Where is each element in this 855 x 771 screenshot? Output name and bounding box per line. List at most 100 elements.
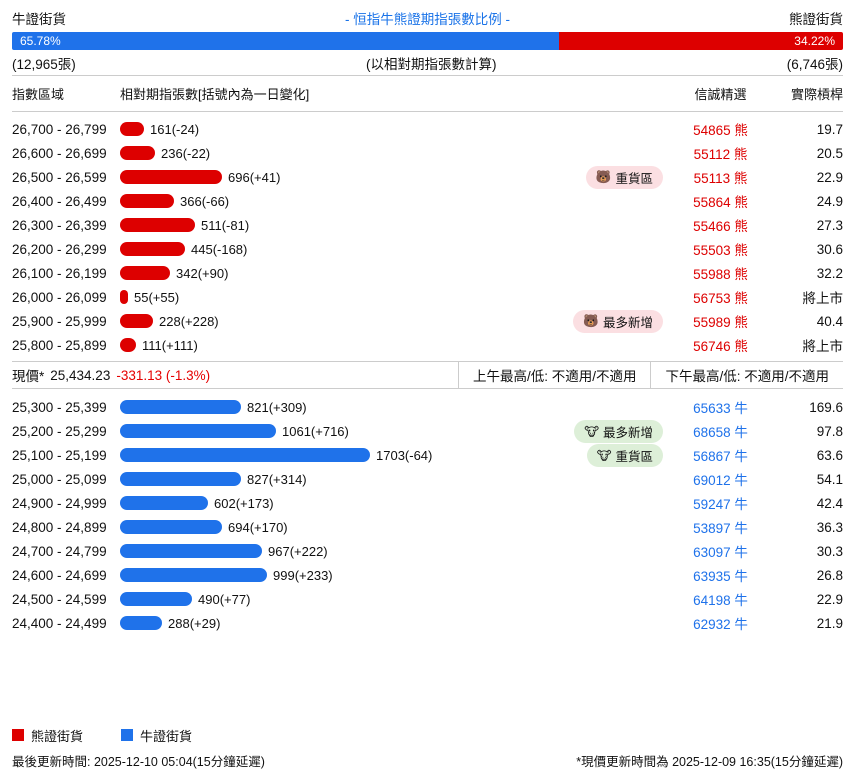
current-price-change: -331.13 (-1.3%) [116,367,211,383]
bar-cell: 366(-66) [120,194,673,209]
warrant-code-link[interactable]: 53897 牛 [693,521,748,536]
warrant-code-link[interactable]: 56867 牛 [693,449,748,464]
table-row: 25,800 - 25,899 111(+111) 56746 熊 將上市 [12,333,843,357]
highlight-badge: 🐮 最多新增 [574,419,663,443]
badge-label: 重貨區 [615,449,653,464]
warrant-code-link[interactable]: 63097 牛 [693,545,748,560]
leverage-value: 54.1 [816,471,843,487]
bar-cell: 55(+55) [120,290,673,305]
badge-label: 重貨區 [615,171,653,186]
warrant-code-link[interactable]: 62932 牛 [693,617,748,632]
warrant-code-link[interactable]: 55112 熊 [693,147,748,162]
leverage-value: 30.6 [816,241,843,257]
bar-value-label: 827(+314) [247,471,307,487]
bar-cell: 967(+222) [120,544,673,559]
bear-legend-label: 熊證街貨 [31,728,84,744]
volume-bar [120,122,144,136]
table-row: 26,600 - 26,699 236(-22) 55112 熊 20.5 [12,141,843,165]
table-row: 24,900 - 24,999 602(+173) 59247 牛 42.4 [12,491,843,515]
table-row: 24,700 - 24,799 967(+222) 63097 牛 30.3 [12,539,843,563]
table-row: 25,300 - 25,399 821(+309) 65633 牛 169.6 [12,395,843,419]
leverage-value: 24.9 [816,193,843,209]
table-row: 25,100 - 25,199 1703(-64) 🐮 重貨區 56867 牛 63.6 [12,443,843,467]
bar-value-label: 490(+77) [198,591,251,607]
bar-value-label: 1061(+716) [282,423,349,439]
leverage-value: 21.9 [816,615,843,631]
totals-row: (12,965張) (以相對期指張數計算) (6,746張) [12,50,843,76]
warrant-code-link[interactable]: 55989 熊 [693,315,748,330]
index-range-label: 26,100 - 26,199 [12,265,107,281]
bar-value-label: 342(+90) [176,265,229,281]
warrant-code-link[interactable]: 68658 牛 [693,425,748,440]
index-range-label: 25,900 - 25,999 [12,313,107,329]
pm-high-low: 下午最高/低: 不適用/不適用 [650,362,843,388]
warrant-code-link[interactable]: 64198 牛 [693,593,748,608]
table-header: 指數區域 相對期指張數[括號內為一日變化] 信誠精選 實際槓桿 [12,76,843,112]
bar-value-label: 161(-24) [150,121,200,137]
highlight-badge: 🐻 重貨區 [585,165,663,189]
index-range-label: 26,700 - 26,799 [12,121,107,137]
col-issuer-pick: 信誠精選 [694,87,747,102]
warrant-code-link[interactable]: 65633 牛 [693,401,748,416]
leverage-value: 將上市 [802,291,844,306]
volume-bar [120,400,241,414]
bar-value-label: 967(+222) [268,543,328,559]
warrant-code-link[interactable]: 56753 熊 [693,291,748,306]
index-range-label: 25,800 - 25,899 [12,337,107,353]
volume-bar [120,194,174,208]
index-range-label: 24,900 - 24,999 [12,495,107,511]
warrant-code-link[interactable]: 55113 熊 [693,171,748,186]
bar-cell: 228(+228) 🐻 最多新增 [120,309,673,333]
bar-cell: 445(-168) [120,242,673,257]
current-price-label: 現價* [12,369,45,384]
bull-rows: 25,300 - 25,399 821(+309) 65633 牛 169.6 25,2… [12,389,843,635]
volume-bar [120,448,370,462]
warrant-code-link[interactable]: 69012 牛 [693,473,748,488]
leverage-value: 20.5 [816,145,843,161]
bar-value-label: 228(+228) [159,313,219,329]
bar-cell: 111(+111) [120,338,673,353]
bar-cell: 161(-24) [120,122,673,137]
index-range-label: 25,200 - 25,299 [12,423,107,439]
warrant-code-link[interactable]: 54865 熊 [693,123,748,138]
index-range-label: 24,700 - 24,799 [12,543,107,559]
table-row: 24,600 - 24,699 999(+233) 63935 牛 26.8 [12,563,843,587]
index-range-label: 24,400 - 24,499 [12,615,107,631]
warrant-code-link[interactable]: 59247 牛 [693,497,748,512]
am-high-low: 上午最高/低: 不適用/不適用 [457,362,651,388]
bar-value-label: 602(+173) [214,495,274,511]
index-range-label: 24,800 - 24,899 [12,519,107,535]
index-range-label: 25,300 - 25,399 [12,399,107,415]
warrant-code-link[interactable]: 56746 熊 [693,339,748,354]
last-update-time: 最後更新時間: 2025-12-10 05:04(15分鐘延遲) [12,755,265,769]
table-row: 26,700 - 26,799 161(-24) 54865 熊 19.7 [12,117,843,141]
bull-ratio-segment: 65.78% [12,32,559,50]
leverage-value: 27.3 [816,217,843,233]
index-range-label: 25,000 - 25,099 [12,471,107,487]
warrant-code-link[interactable]: 55988 熊 [693,267,748,282]
volume-bar [120,568,267,582]
bar-value-label: 999(+233) [273,567,333,583]
col-relative-contracts: 相對期指張數[括號內為一日變化] [120,87,310,102]
bear-emoji-icon: 🐻 [583,313,599,328]
leverage-value: 63.6 [816,447,843,463]
table-row: 26,200 - 26,299 445(-168) 55503 熊 30.6 [12,237,843,261]
leverage-value: 26.8 [816,567,843,583]
bar-value-label: 366(-66) [180,193,230,209]
index-range-label: 26,500 - 26,599 [12,169,107,185]
warrant-code-link[interactable]: 63935 牛 [693,569,748,584]
table-row: 24,400 - 24,499 288(+29) 62932 牛 21.9 [12,611,843,635]
bar-cell: 827(+314) [120,472,673,487]
leverage-value: 22.9 [816,169,843,185]
bar-value-label: 821(+309) [247,399,307,415]
table-row: 25,200 - 25,299 1061(+716) 🐮 最多新增 68658 牛 97.… [12,419,843,443]
volume-bar [120,314,153,328]
bar-cell: 236(-22) [120,146,673,161]
bear-total-contracts: (6,746張) [786,56,843,72]
bar-cell: 1061(+716) 🐮 最多新增 [120,419,673,443]
warrant-code-link[interactable]: 55503 熊 [693,243,748,258]
warrant-code-link[interactable]: 55864 熊 [693,195,748,210]
cow-emoji-icon: 🐮 [596,448,612,463]
table-row: 26,300 - 26,399 511(-81) 55466 熊 27.3 [12,213,843,237]
warrant-code-link[interactable]: 55466 熊 [693,219,748,234]
